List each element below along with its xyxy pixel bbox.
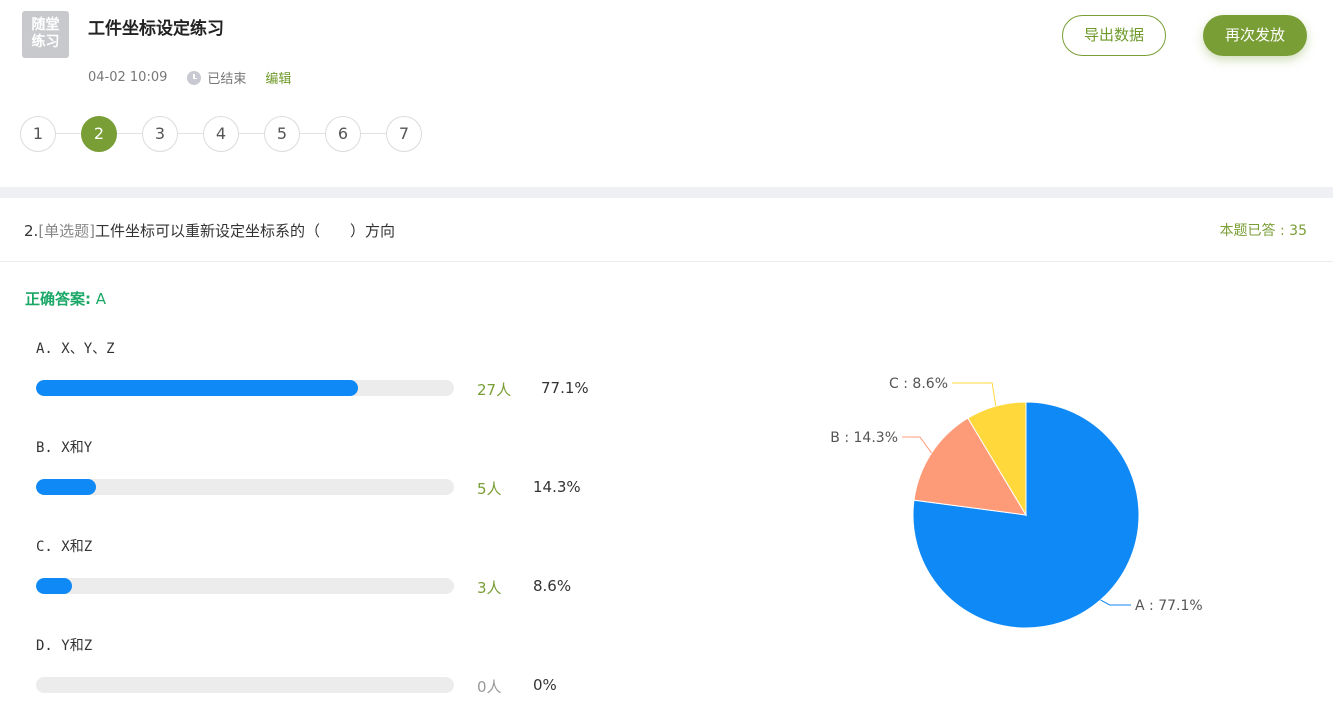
question-number: 2. bbox=[24, 222, 39, 240]
pie-label-a: A : 77.1% bbox=[1135, 598, 1203, 614]
option-b-label: B. X和Y bbox=[36, 440, 93, 456]
step-4[interactable]: 4 bbox=[203, 116, 239, 152]
pie-label-c: C : 8.6% bbox=[889, 376, 948, 392]
option-a-percent: 77.1% bbox=[541, 379, 589, 397]
activity-meta: 04-02 10:09 已结束 编辑 bbox=[88, 68, 291, 87]
option-d-count: 0人 bbox=[477, 678, 502, 696]
pie-leader-c bbox=[952, 382, 997, 407]
redistribute-button[interactable]: 再次发放 bbox=[1203, 15, 1307, 56]
section-divider bbox=[0, 187, 1333, 198]
option-b-bar bbox=[36, 479, 454, 495]
option-c-count: 3人 bbox=[477, 579, 502, 597]
option-a-bar bbox=[36, 380, 454, 396]
question-type: [单选题] bbox=[38, 222, 96, 240]
page-title: 工件坐标设定练习 bbox=[88, 19, 224, 39]
option-a-count: 27人 bbox=[477, 381, 512, 399]
logo-line-2: 练习 bbox=[31, 34, 60, 50]
step-1[interactable]: 1 bbox=[20, 116, 56, 152]
activity-date: 04-02 10:09 bbox=[88, 70, 168, 85]
step-6[interactable]: 6 bbox=[325, 116, 361, 152]
export-data-button[interactable]: 导出数据 bbox=[1062, 15, 1166, 56]
option-c-label: C. X和Z bbox=[36, 539, 93, 555]
answer-pie-chart: A : 77.1% B : 14.3% C : 8.6% bbox=[800, 360, 1260, 660]
option-c-percent: 8.6% bbox=[533, 577, 572, 595]
correct-answer-value: A bbox=[95, 290, 107, 308]
pie-leader-a bbox=[1100, 599, 1131, 606]
activity-logo: 随堂 练习 bbox=[22, 11, 69, 58]
answered-count: 本题已答 : 35 bbox=[1219, 223, 1307, 239]
status-badge: 已结束 bbox=[207, 72, 247, 87]
option-d-bar bbox=[36, 677, 454, 693]
option-a-bar-fill bbox=[36, 380, 359, 396]
pie-leader-b bbox=[902, 436, 932, 454]
option-b-percent: 14.3% bbox=[533, 478, 581, 496]
clock-icon bbox=[187, 70, 202, 85]
option-b-count: 5人 bbox=[477, 480, 502, 498]
question-stepper: 1 2 3 4 5 6 7 bbox=[20, 116, 440, 152]
step-7[interactable]: 7 bbox=[386, 116, 422, 152]
correct-answer: 正确答案: A bbox=[25, 288, 106, 309]
logo-line-1: 随堂 bbox=[31, 17, 60, 33]
edit-link[interactable]: 编辑 bbox=[265, 72, 292, 87]
option-a-label: A. X、Y、Z bbox=[36, 341, 115, 357]
option-c-bar-fill bbox=[36, 578, 72, 594]
question-text: 2.[单选题]工件坐标可以重新设定坐标系的（ ）方向 bbox=[24, 220, 395, 241]
correct-answer-label: 正确答案: bbox=[25, 290, 91, 308]
pie-label-b: B : 14.3% bbox=[830, 430, 898, 446]
option-b-bar-fill bbox=[36, 479, 96, 495]
question-stem: 工件坐标可以重新设定坐标系的（ ）方向 bbox=[95, 222, 396, 240]
option-d-percent: 0% bbox=[533, 676, 557, 694]
step-3[interactable]: 3 bbox=[142, 116, 178, 152]
pie-slice-c[interactable] bbox=[967, 401, 1027, 517]
step-5[interactable]: 5 bbox=[264, 116, 300, 152]
header: 随堂 练习 工件坐标设定练习 04-02 10:09 已结束 编辑 导出数据 再… bbox=[0, 0, 1333, 187]
question-header: 2.[单选题]工件坐标可以重新设定坐标系的（ ）方向 本题已答 : 35 bbox=[0, 198, 1333, 262]
option-c-bar bbox=[36, 578, 454, 594]
step-2[interactable]: 2 bbox=[81, 116, 117, 152]
option-d-label: D. Y和Z bbox=[36, 638, 93, 654]
